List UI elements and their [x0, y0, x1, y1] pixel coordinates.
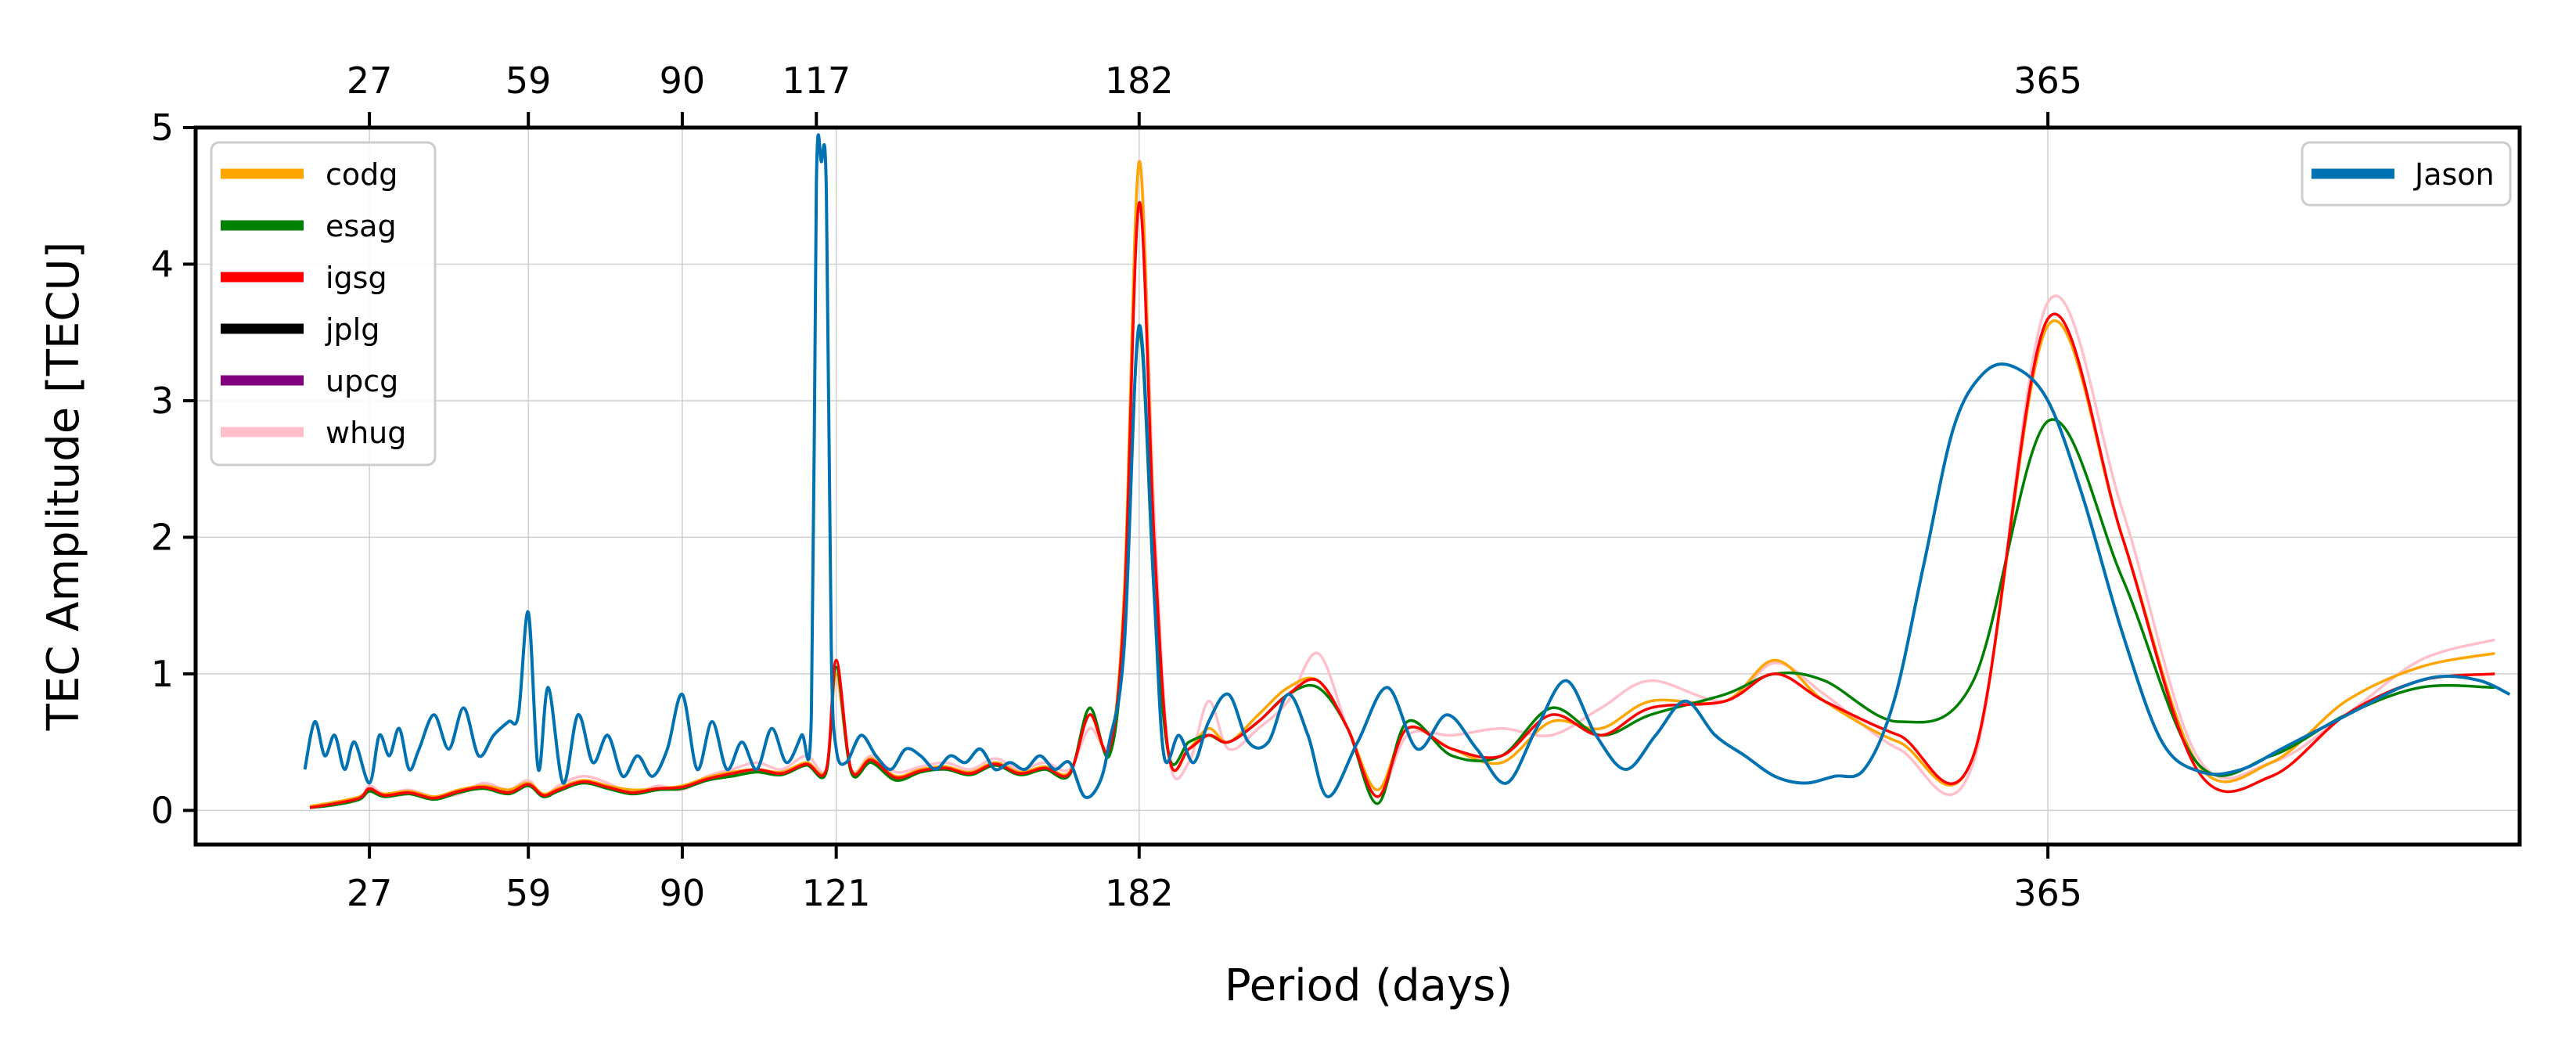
grid: [196, 127, 2520, 845]
x-tick-label-bottom: 90: [660, 872, 706, 914]
plot-frame: [193, 125, 2522, 847]
series-line-Jason: [303, 133, 2511, 799]
series-line-whug: [309, 160, 2495, 809]
y-tick-label: 2: [151, 516, 174, 558]
series-layer: [303, 133, 2511, 809]
series-line-codg: [309, 160, 2495, 808]
y-tick-label: 3: [151, 380, 174, 422]
legend-label-igsg: igsg: [326, 261, 387, 295]
x-tick-label-bottom: 27: [347, 872, 393, 914]
legend-label-esag: esag: [326, 209, 397, 243]
legend-label-jplg: jplg: [325, 312, 380, 347]
x-tick-label-top: 365: [2013, 59, 2082, 102]
legend-label-Jason: Jason: [2413, 157, 2495, 192]
series-line-igsg: [309, 201, 2495, 809]
legend-label-codg: codg: [326, 157, 398, 192]
y-axis-title: TEC Amplitude [TECU]: [38, 242, 89, 732]
x-axis-title: Period (days): [1225, 960, 1513, 1011]
x-tick-label-top: 182: [1105, 59, 1174, 102]
legend-left: codg esag igsg jplg upcg whug: [210, 141, 437, 466]
legend-right-box: [2301, 141, 2512, 207]
x-tick-label-bottom: 365: [2013, 872, 2082, 914]
x-tick-label-top: 90: [660, 59, 706, 102]
legend-right: Jason: [2301, 141, 2512, 207]
y-tick-label: 0: [151, 789, 174, 831]
x-tick-label-bottom: 121: [802, 872, 871, 914]
axes: 0 1 2 3 4 5 27 59 90 121 182 365 27 59 90 117 182 365: [151, 59, 2082, 914]
x-tick-label-bottom: 59: [505, 872, 552, 914]
legend-label-upcg: upcg: [326, 364, 398, 398]
y-tick-label: 5: [151, 106, 174, 149]
x-tick-label-top: 59: [505, 59, 552, 102]
y-tick-label: 4: [151, 243, 174, 285]
x-tick-label-bottom: 182: [1105, 872, 1174, 914]
legend-label-whug: whug: [326, 416, 406, 450]
x-tick-label-top: 117: [782, 59, 851, 102]
x-tick-label-top: 27: [347, 59, 393, 102]
y-tick-label: 1: [151, 653, 174, 695]
